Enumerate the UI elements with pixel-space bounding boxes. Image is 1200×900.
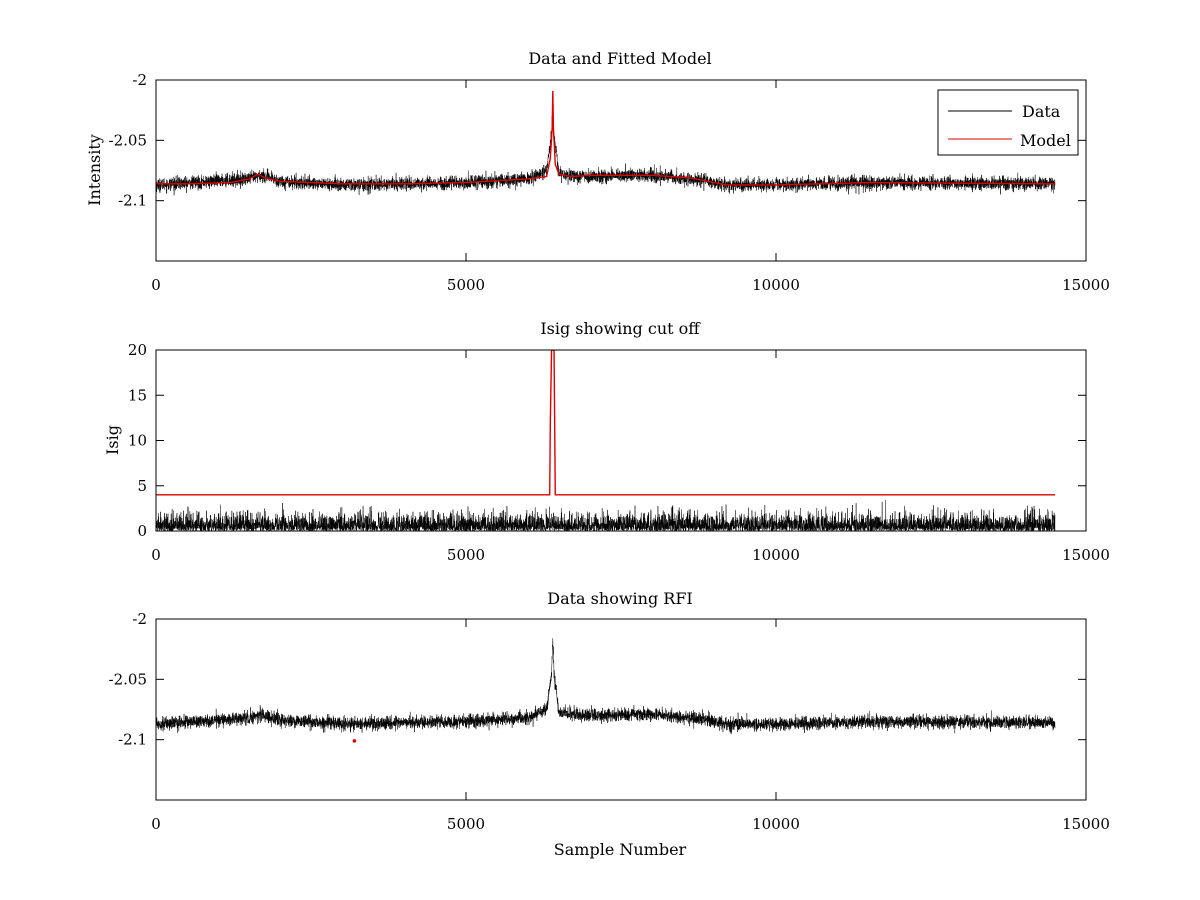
series-group xyxy=(156,638,1056,743)
x-tick-label: 0 xyxy=(151,276,161,294)
x-tick-label: 5000 xyxy=(447,276,485,294)
legend-box xyxy=(937,89,1079,156)
y-tick-label: 0 xyxy=(137,522,147,540)
y-tick-label: -2.1 xyxy=(118,192,147,210)
x-tick-label: 10000 xyxy=(752,276,800,294)
x-tick-label: 15000 xyxy=(1062,276,1110,294)
series-group xyxy=(156,350,1056,531)
series-model-line xyxy=(156,90,1056,186)
y-tick-label: -2.05 xyxy=(109,670,147,688)
series-isig-line xyxy=(156,499,1056,531)
x-tick-label: 0 xyxy=(151,546,161,564)
legend-label-data: Data xyxy=(1022,102,1061,121)
x-tick-label: 5000 xyxy=(447,546,485,564)
series-cut-off-line xyxy=(156,350,1055,496)
axes-frame xyxy=(155,79,1087,262)
plot-area: 0 5000 10000 15000 0 5 10 15 20 xyxy=(128,341,1110,564)
y-axis-label: Isig xyxy=(103,425,122,455)
x-tick-label: 10000 xyxy=(752,546,800,564)
series-group xyxy=(156,90,1056,196)
x-tick-label: 15000 xyxy=(1062,546,1110,564)
chart-title: Data and Fitted Model xyxy=(528,49,711,68)
x-tick-label: 15000 xyxy=(1062,815,1110,833)
x-tick-label: 0 xyxy=(151,815,161,833)
y-tick-label: 10 xyxy=(128,432,147,450)
y-tick-label: 20 xyxy=(128,341,147,359)
plot-area: 0 5000 10000 15000 -2 -2.05 -2.1 xyxy=(109,610,1110,833)
y-tick-label: 15 xyxy=(128,386,147,404)
y-tick-label: -2 xyxy=(132,71,147,89)
x-tick-label: 5000 xyxy=(447,815,485,833)
panel-data-showing-rfi: Data showing RFI Sample Number 0 5000 1000… xyxy=(109,589,1110,859)
series-data-line xyxy=(156,110,1056,196)
x-tick-label: 10000 xyxy=(752,815,800,833)
legend-label-model: Model xyxy=(1020,131,1071,150)
plot-area: 0 5000 10000 15000 -2 -2.05 -2.1 xyxy=(109,71,1110,294)
series-rfi-point-0 xyxy=(352,739,357,743)
x-axis-label: Sample Number xyxy=(554,840,687,859)
axes-frame xyxy=(155,349,1087,532)
panel-isig-showing-cut-off: Isig showing cut off Isig 0 5000 10000 1500… xyxy=(103,319,1110,564)
y-tick-label: -2 xyxy=(132,610,147,628)
panel-data-and-fitted-model: Data and Fitted Model Intensity 0 5000 100… xyxy=(85,49,1110,294)
series-data-line xyxy=(156,638,1056,735)
y-axis-label: Intensity xyxy=(85,134,104,206)
chart-title: Isig showing cut off xyxy=(540,319,701,338)
y-tick-label: -2.05 xyxy=(109,131,147,149)
axes-frame xyxy=(155,618,1087,801)
y-tick-label: -2.1 xyxy=(118,731,147,749)
y-tick-label: 5 xyxy=(137,477,147,495)
legend: Data Model xyxy=(937,89,1079,156)
chart-title: Data showing RFI xyxy=(547,589,692,608)
